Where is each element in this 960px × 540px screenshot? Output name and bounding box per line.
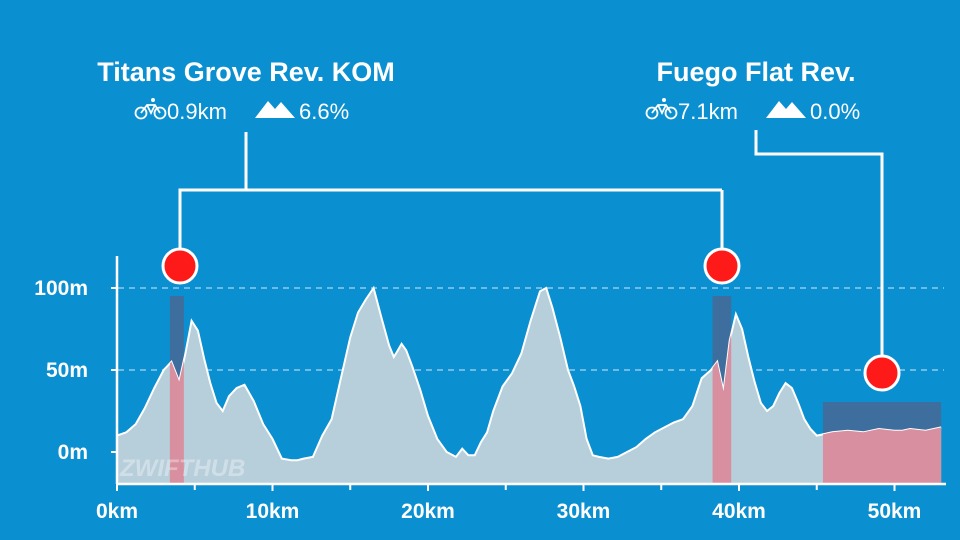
x-tick-label: 40km bbox=[712, 500, 766, 523]
x-tick-label: 50km bbox=[868, 500, 922, 523]
watermark-right: HUB bbox=[193, 455, 245, 482]
segment-connectors bbox=[178, 130, 884, 358]
segment-distance: 0.9km bbox=[167, 99, 227, 124]
x-ticks: 0km 10km 20km 30km 40km 50km bbox=[96, 484, 921, 523]
bike-icon bbox=[134, 98, 167, 120]
mountain-icon bbox=[255, 101, 295, 118]
segment-title: Fuego Flat Rev. bbox=[656, 57, 855, 87]
segment-title: Titans Grove Rev. KOM bbox=[97, 57, 395, 87]
segment-label-fuego: Fuego Flat Rev. 7.1km 0.0% bbox=[645, 57, 860, 124]
segment-marker-titans-2[interactable] bbox=[703, 247, 741, 285]
watermark: ZWIFTHUB bbox=[119, 455, 245, 482]
bike-icon bbox=[645, 98, 678, 120]
watermark-left: ZWIFT bbox=[119, 455, 196, 482]
elevation-area bbox=[117, 288, 942, 483]
x-tick-label: 0km bbox=[96, 500, 138, 523]
mountain-icon bbox=[766, 101, 806, 118]
segment-label-titans: Titans Grove Rev. KOM 0.9km 6.6% bbox=[97, 57, 395, 124]
connector-fuego bbox=[754, 130, 884, 358]
elevation-line bbox=[116, 285, 942, 462]
y-tick-label: 100m bbox=[34, 277, 88, 300]
y-tick-label: 0m bbox=[58, 441, 88, 464]
segment-markers bbox=[161, 247, 901, 392]
x-tick-label: 30km bbox=[557, 500, 611, 523]
segment-marker-fuego[interactable] bbox=[863, 354, 901, 392]
segment-distance: 7.1km bbox=[678, 99, 738, 124]
x-tick-label: 10km bbox=[246, 500, 300, 523]
segment-gradient: 0.0% bbox=[810, 99, 860, 124]
connector-titans bbox=[178, 132, 248, 252]
segment-gradient: 6.6% bbox=[299, 99, 349, 124]
y-ticks: 0m 50m 100m bbox=[34, 277, 117, 464]
y-tick-label: 50m bbox=[46, 359, 88, 382]
x-tick-label: 20km bbox=[401, 500, 455, 523]
segment-marker-titans-1[interactable] bbox=[161, 247, 199, 285]
